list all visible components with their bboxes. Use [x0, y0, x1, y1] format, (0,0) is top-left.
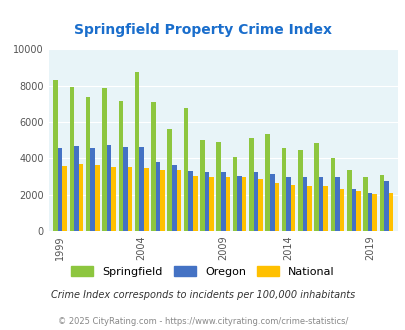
- Bar: [118, 101, 123, 231]
- Bar: [200, 140, 204, 231]
- Bar: [220, 172, 225, 231]
- Bar: [302, 177, 307, 231]
- Bar: [339, 189, 343, 231]
- Bar: [362, 177, 367, 231]
- Text: © 2025 CityRating.com - https://www.cityrating.com/crime-statistics/: © 2025 CityRating.com - https://www.city…: [58, 317, 347, 326]
- Bar: [111, 167, 116, 231]
- Bar: [379, 175, 383, 231]
- Bar: [388, 193, 392, 231]
- Bar: [286, 178, 290, 231]
- Bar: [216, 142, 220, 231]
- Bar: [323, 185, 327, 231]
- Bar: [209, 177, 213, 231]
- Bar: [176, 170, 181, 231]
- Bar: [167, 129, 172, 231]
- Text: Springfield Property Crime Index: Springfield Property Crime Index: [74, 23, 331, 37]
- Bar: [330, 158, 335, 231]
- Bar: [139, 147, 144, 231]
- Bar: [351, 189, 355, 231]
- Bar: [188, 171, 192, 231]
- Bar: [232, 156, 237, 231]
- Bar: [95, 165, 99, 231]
- Bar: [79, 164, 83, 231]
- Bar: [151, 102, 156, 231]
- Bar: [253, 172, 258, 231]
- Bar: [269, 174, 274, 231]
- Bar: [274, 183, 278, 231]
- Bar: [107, 145, 111, 231]
- Bar: [241, 178, 246, 231]
- Bar: [172, 165, 176, 231]
- Bar: [290, 185, 295, 231]
- Legend: Springfield, Oregon, National: Springfield, Oregon, National: [68, 263, 337, 280]
- Bar: [74, 146, 79, 231]
- Bar: [53, 80, 58, 231]
- Bar: [183, 109, 188, 231]
- Bar: [307, 185, 311, 231]
- Bar: [383, 181, 388, 231]
- Bar: [258, 179, 262, 231]
- Bar: [156, 162, 160, 231]
- Bar: [281, 148, 286, 231]
- Bar: [134, 72, 139, 231]
- Bar: [297, 150, 302, 231]
- Bar: [237, 176, 241, 231]
- Bar: [248, 138, 253, 231]
- Bar: [62, 166, 67, 231]
- Bar: [192, 176, 197, 231]
- Bar: [144, 168, 148, 231]
- Bar: [128, 167, 132, 231]
- Bar: [313, 143, 318, 231]
- Bar: [335, 178, 339, 231]
- Text: Crime Index corresponds to incidents per 100,000 inhabitants: Crime Index corresponds to incidents per…: [51, 290, 354, 300]
- Bar: [371, 194, 376, 231]
- Bar: [123, 147, 128, 231]
- Bar: [318, 177, 323, 231]
- Bar: [102, 87, 107, 231]
- Bar: [367, 193, 371, 231]
- Bar: [346, 170, 351, 231]
- Bar: [86, 97, 90, 231]
- Bar: [58, 148, 62, 231]
- Bar: [265, 134, 269, 231]
- Bar: [69, 87, 74, 231]
- Bar: [90, 148, 95, 231]
- Bar: [355, 191, 360, 231]
- Bar: [160, 170, 164, 231]
- Bar: [225, 177, 230, 231]
- Bar: [204, 172, 209, 231]
